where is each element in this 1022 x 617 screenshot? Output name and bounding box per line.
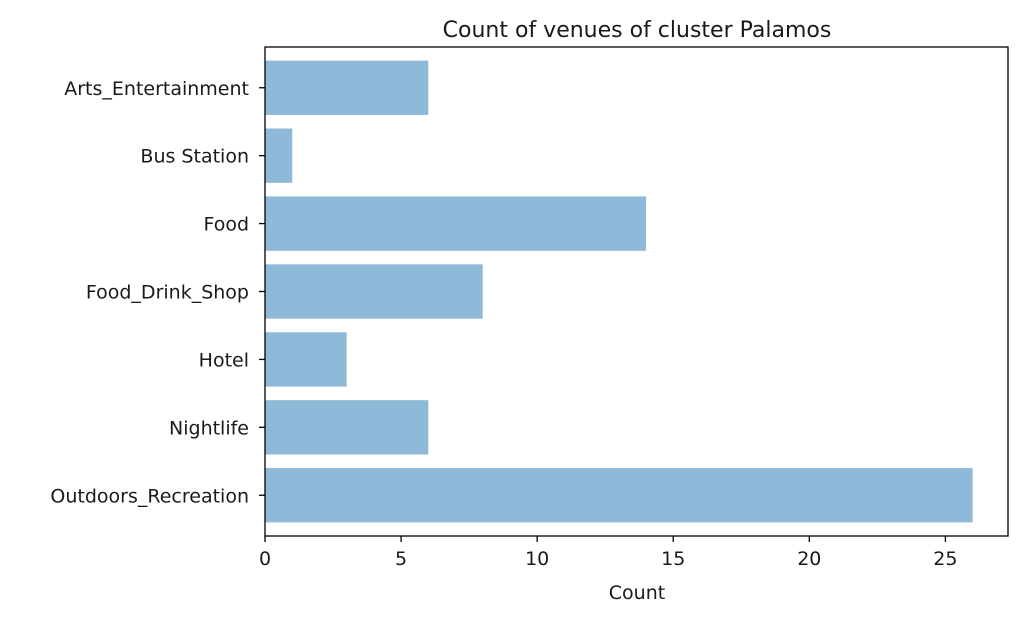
x-tick-label: 15 [661, 548, 685, 570]
bar-hotel [265, 332, 347, 387]
plot-frame [264, 46, 1009, 537]
y-tick-label: Arts_Entertainment [64, 78, 249, 100]
y-tick-label: Bus Station [140, 146, 249, 168]
x-axis-label: Count [609, 582, 665, 604]
y-axis-ticks: Outdoors_Recreation Nightlife Hotel Food_Dr… [50, 78, 265, 507]
bars [265, 60, 973, 523]
y-tick-label: Hotel [199, 349, 249, 371]
x-tick-label: 25 [933, 548, 957, 570]
x-tick-label: 0 [259, 548, 271, 570]
x-axis-ticks: 0 5 10 15 20 25 [259, 536, 957, 570]
bar-food [265, 196, 647, 251]
x-tick-label: 10 [525, 548, 549, 570]
bar-bus-station [265, 128, 293, 183]
x-tick-label: 5 [395, 548, 407, 570]
bar-outdoors-recreation [265, 468, 973, 523]
bar-food-drink-shop [265, 264, 483, 319]
y-tick-label: Outdoors_Recreation [50, 485, 249, 507]
y-tick-label: Food [203, 214, 249, 236]
y-tick-label: Food_Drink_Shop [86, 282, 249, 304]
chart-title: Count of venues of cluster Palamos [443, 18, 832, 43]
bar-nightlife [265, 400, 429, 455]
x-tick-label: 20 [797, 548, 821, 570]
y-tick-label: Nightlife [169, 417, 249, 439]
bar-arts-entertainment [265, 60, 429, 115]
